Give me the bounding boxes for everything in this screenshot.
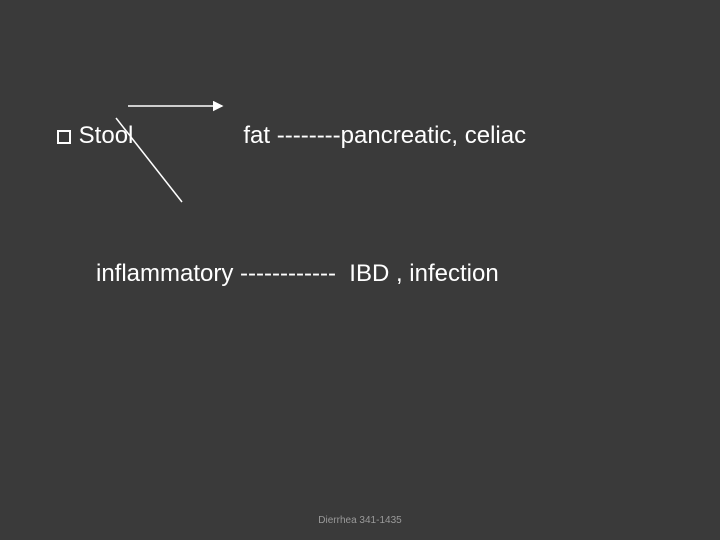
- line1: Stool fat --------pancreatic, celiac: [30, 94, 526, 178]
- bullet-box-icon: [57, 130, 71, 144]
- bullet-label: Stool: [79, 122, 134, 149]
- line1-right-text: fat --------pancreatic, celiac: [243, 122, 526, 149]
- footer-text: Dierrhea 341-1435: [0, 515, 720, 526]
- line2-text: inflammatory ------------ IBD , infectio…: [96, 260, 499, 288]
- slide: Stool fat --------pancreatic, celiac infl…: [0, 0, 720, 540]
